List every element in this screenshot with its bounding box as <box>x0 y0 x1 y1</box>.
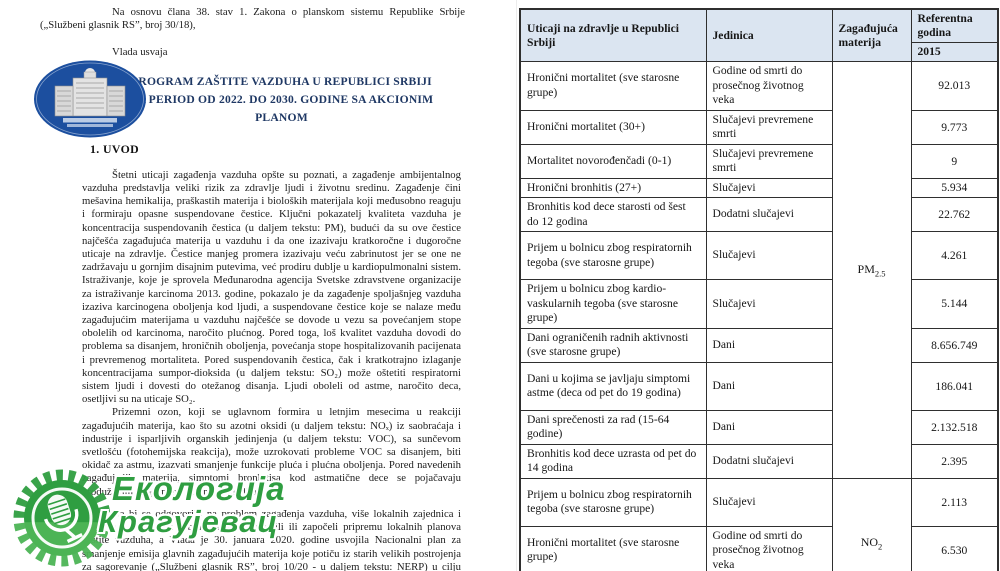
pollutant-symbol: NO <box>860 535 879 550</box>
impact-cell: Prijem u bolnicu zbog respiratornih tego… <box>519 477 707 527</box>
table-row: Mortalitet novorođenčadi (0-1) Slučajevi… <box>519 143 999 179</box>
impact-cell: Prijem u bolnicu zbog respiratornih tego… <box>519 231 707 280</box>
table-row: Dani ograničenih radnih aktivnosti (sve … <box>519 327 999 363</box>
header-unit: Jedinica <box>705 8 833 62</box>
pollutant-subscript: 2 <box>878 541 883 552</box>
header-ref-year: Referentna godina <box>910 8 999 43</box>
impact-cell: Bronhitis kod dece uzrasta od pet do 14 … <box>519 443 707 479</box>
value-cell: 5.934 <box>910 177 999 198</box>
impact-cell: Dani sprečenosti za rad (15-64 godine) <box>519 409 707 445</box>
unit-cell: Slučajevi <box>705 231 833 280</box>
value-cell: 4.261 <box>910 231 999 280</box>
impact-cell: Hronični bronhitis (27+) <box>519 177 707 198</box>
value-cell: 8.656.749 <box>910 327 999 363</box>
pollutant-subscript: 2.5 <box>874 267 886 278</box>
value-cell: 186.041 <box>910 361 999 411</box>
table-row: Bronhitis kod dece uzrasta od pet do 14 … <box>519 443 999 479</box>
header-pollutant: Zagađujuća materija <box>831 8 912 62</box>
document-title-line1: PROGRAM ZAŠTITE VAZDUHA U REPUBLICI SRBI… <box>131 74 432 88</box>
paragraph-ground-ozone: Prizemni ozon, koji se uglavnom formira … <box>82 406 461 498</box>
table-row: Prijem u bolnicu zbog respiratornih tego… <box>519 231 999 280</box>
microphone-icon <box>43 494 83 543</box>
unit-cell: Slučajevi prevremene smrti <box>705 109 833 145</box>
value-cell: 5.144 <box>910 279 999 329</box>
unit-cell: Dani <box>705 361 833 411</box>
unit-cell: Slučajevi prevremene smrti <box>705 143 833 179</box>
health-impacts-table-wrap: Uticaji na zdravlje u Republici Srbiji J… <box>519 8 999 571</box>
table-row: Hronični bronhitis (27+) Slučajevi 5.934 <box>519 177 999 198</box>
impact-cell: Dani ograničenih radnih aktivnosti (sve … <box>519 327 707 363</box>
pollutant-cell-pm25: PM2.5 <box>831 61 912 479</box>
value-cell: 9 <box>910 143 999 179</box>
table-row: Hronični mortalitet (sve starosne grupe)… <box>519 525 999 571</box>
table-row: Dani sprečenosti za rad (15-64 godine) D… <box>519 409 999 445</box>
unit-cell: Godine od smrti do prosečnog životnog ve… <box>705 525 833 571</box>
value-cell: 2.113 <box>910 477 999 527</box>
unit-cell: Slučajevi <box>705 279 833 329</box>
value-cell: 9.773 <box>910 109 999 145</box>
impact-cell: Prijem u bolnicu zbog kardio-vaskularnih… <box>519 279 707 329</box>
value-cell: 6.530 <box>910 525 999 571</box>
adoption-line: Vlada usvaja <box>112 46 168 59</box>
unit-cell: Godine od smrti do prosečnog životnog ve… <box>705 61 833 111</box>
unit-cell: Slučajevi <box>705 177 833 198</box>
unit-cell: Dani <box>705 327 833 363</box>
table-header-subrow: 2015 <box>520 42 999 62</box>
header-impact: Uticaji na zdravlje u Republici Srbiji <box>519 8 707 62</box>
table-header-row: Uticaji na zdravlje u Republici Srbiji J… <box>519 8 999 62</box>
impact-cell: Hronični mortalitet (sve starosne grupe) <box>519 525 707 571</box>
pollutant-symbol: PM <box>857 261 875 276</box>
document-text: Na osnovu člana 38. stav 1. Zakona o pla… <box>40 6 465 571</box>
paragraph-air-pollution-impacts: Štetni uticaji zagađenja vazduha opšte s… <box>82 168 461 406</box>
table-row: Dani u kojima se javljaju simptomi astme… <box>519 361 999 411</box>
value-cell: 92.013 <box>910 61 999 111</box>
header-year-2015: 2015 <box>910 42 999 62</box>
section-heading-uvod: 1. UVOD <box>90 141 140 156</box>
value-cell: 2.395 <box>910 443 999 479</box>
legal-basis-clause: Na osnovu člana 38. stav 1. Zakona o pla… <box>40 6 465 32</box>
impact-cell: Mortalitet novorođenčadi (0-1) <box>519 143 707 179</box>
document-page: Na osnovu člana 38. stav 1. Zakona o pla… <box>13 0 517 571</box>
building-icon <box>54 68 126 127</box>
government-seal-icon <box>34 60 146 138</box>
table-row: Bronhitis kod dece starosti od šest do 1… <box>519 197 999 232</box>
document-title-line2: ZA PERIOD OD 2022. DO 2030. GODINE SA AK… <box>129 92 434 124</box>
impact-cell: Dani u kojima se javljaju simptomi astme… <box>519 361 707 411</box>
table-row: Hronični mortalitet (30+) Slučajevi prev… <box>519 109 999 145</box>
pollutant-cell-no2: NO2 <box>831 477 912 571</box>
table-row: Prijem u bolnicu zbog kardio-vaskularnih… <box>519 279 999 329</box>
impact-cell: Hronični mortalitet (sve starosne grupe) <box>519 61 707 111</box>
impact-cell: Hronični mortalitet (30+) <box>519 109 707 145</box>
unit-cell: Dodatni slučajevi <box>705 443 833 479</box>
table-row: Prijem u bolnicu zbog respiratornih tego… <box>519 477 999 571</box>
unit-cell: Dani <box>705 409 833 445</box>
value-cell: 22.762 <box>910 197 999 232</box>
paragraph-response-nerp: Da bi se odgovorilo na problem zagađenja… <box>82 507 461 571</box>
unit-cell: Dodatni slučajevi <box>705 197 833 232</box>
unit-cell: Slučajevi <box>705 477 833 527</box>
value-cell: 2.132.518 <box>910 409 999 445</box>
impact-cell: Bronhitis kod dece starosti od šest do 1… <box>519 197 707 232</box>
document-title: PROGRAM ZAŠTITE VAZDUHA U REPUBLICI SRBI… <box>124 73 439 127</box>
health-impacts-table: Uticaji na zdravlje u Republici Srbiji J… <box>519 8 999 571</box>
table-row: Hronični mortalitet (sve starosne grupe)… <box>519 61 999 479</box>
